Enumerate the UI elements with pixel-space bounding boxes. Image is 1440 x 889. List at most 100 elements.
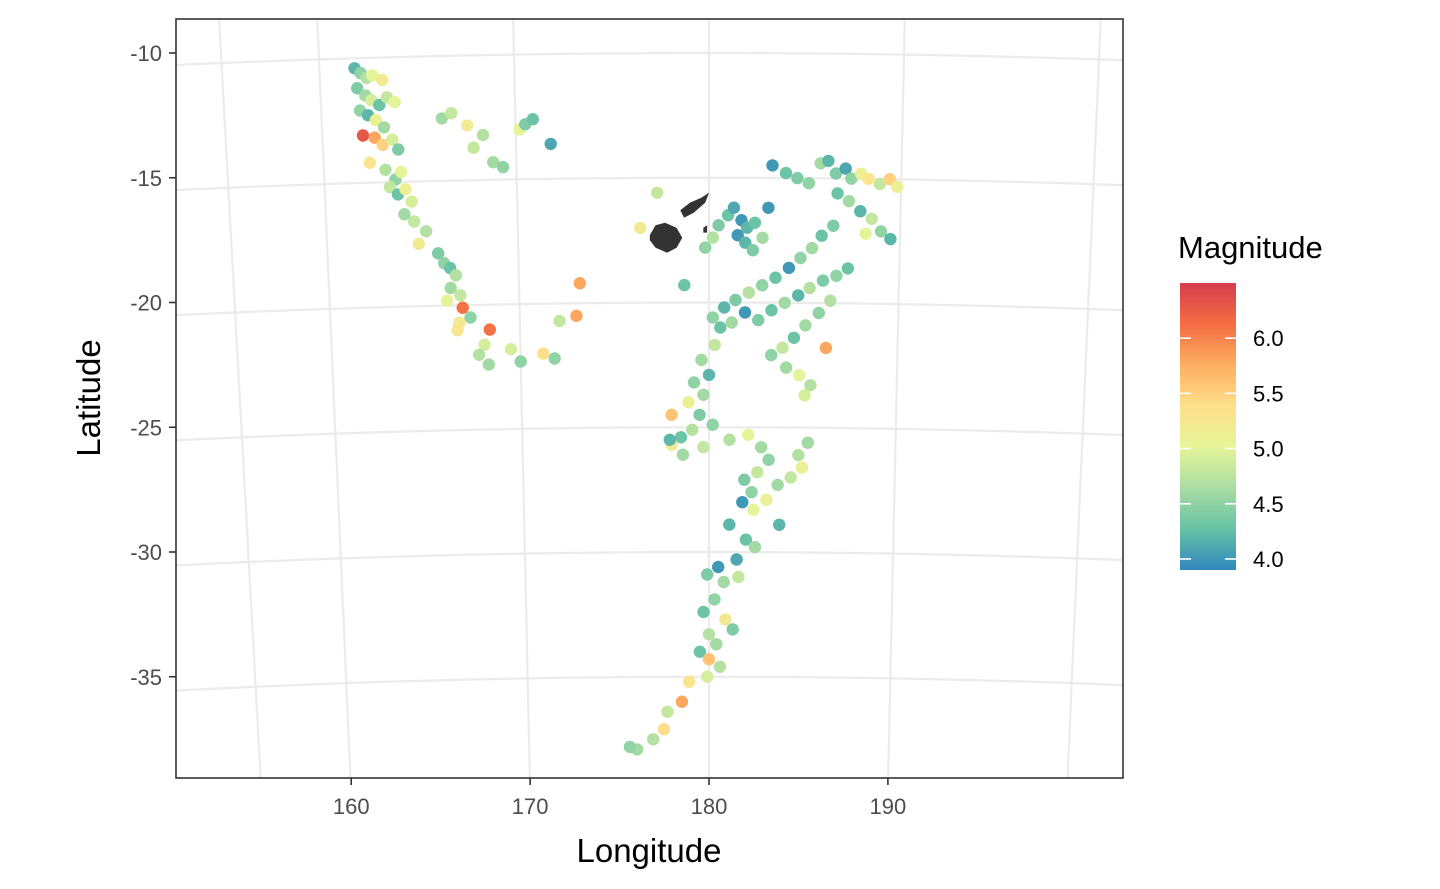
data-point <box>748 216 762 229</box>
legend-title: Magnitude <box>1178 230 1323 265</box>
data-point <box>573 277 586 290</box>
data-point <box>873 177 887 191</box>
data-point <box>702 628 716 641</box>
data-point <box>368 131 381 144</box>
data-point <box>812 306 825 320</box>
data-point <box>712 219 725 232</box>
data-point <box>697 605 710 619</box>
data-point <box>731 229 744 242</box>
data-point <box>678 278 691 292</box>
data-point <box>386 133 399 146</box>
data-point <box>884 232 897 246</box>
data-point <box>762 201 775 214</box>
data-point <box>738 306 752 319</box>
data-point <box>726 623 739 636</box>
data-point <box>794 251 807 265</box>
data-point <box>676 448 690 461</box>
data-point <box>441 294 454 307</box>
data-point <box>827 219 840 232</box>
data-point <box>755 441 768 454</box>
data-point <box>476 128 490 142</box>
data-point <box>467 141 480 154</box>
y-tick-label: -35 <box>130 665 162 690</box>
data-point <box>702 368 716 382</box>
data-point <box>702 653 716 666</box>
data-point <box>769 271 782 284</box>
data-point <box>756 231 769 244</box>
data-point <box>686 423 699 436</box>
data-point <box>548 352 561 365</box>
data-point <box>742 428 755 441</box>
x-tick-label: 190 <box>870 794 907 819</box>
data-point <box>706 231 719 244</box>
graticule-parallel <box>176 51 1123 67</box>
data-point <box>697 441 710 454</box>
data-point <box>717 575 730 589</box>
data-point <box>859 227 872 240</box>
x-tick-label: 160 <box>333 794 370 819</box>
data-point <box>373 98 386 112</box>
y-tick-label: -25 <box>130 415 162 440</box>
data-point <box>841 262 855 275</box>
data-point <box>456 301 469 314</box>
graticule-parallel <box>176 550 1123 567</box>
data-point <box>725 316 738 329</box>
data-point <box>351 82 364 95</box>
data-point <box>526 113 539 126</box>
graticule-parallel <box>176 426 1123 442</box>
legend-label: 6.0 <box>1253 326 1284 351</box>
data-point <box>831 187 844 200</box>
legend-label: 4.5 <box>1253 492 1284 517</box>
data-point <box>782 261 796 275</box>
data-point <box>379 163 392 176</box>
data-point <box>719 613 732 626</box>
data-point <box>819 341 833 355</box>
data-point <box>891 180 904 193</box>
data-point <box>712 560 725 574</box>
data-point <box>784 471 797 484</box>
data-point <box>805 241 819 255</box>
legend-label: 5.5 <box>1253 381 1284 406</box>
data-point <box>765 348 778 362</box>
data-point <box>377 121 391 134</box>
data-point <box>363 156 376 169</box>
data-point <box>815 229 828 242</box>
data-point <box>862 172 875 186</box>
data-point <box>874 225 888 238</box>
data-point <box>816 274 830 287</box>
data-point <box>445 107 458 120</box>
graticule-meridian <box>887 19 906 778</box>
data-point <box>408 215 421 228</box>
data-point <box>822 154 835 168</box>
data-point <box>472 348 486 361</box>
graticule-meridian <box>1066 19 1102 778</box>
data-point <box>544 137 557 151</box>
data-point <box>829 167 843 180</box>
data-point <box>419 225 433 238</box>
data-point <box>747 503 760 516</box>
data-point <box>647 733 660 746</box>
legend: Magnitude 4.0 4.5 5.0 5.5 6.0 <box>1178 230 1323 572</box>
data-point <box>776 341 789 354</box>
data-point <box>675 695 689 708</box>
data-points <box>348 62 904 756</box>
x-tick-label: 170 <box>512 794 549 819</box>
data-point <box>792 289 805 302</box>
data-point <box>405 195 418 208</box>
data-point <box>718 301 731 314</box>
y-axis: -10 -15 -20 -25 -30 -35 <box>130 41 176 690</box>
data-point <box>651 186 664 199</box>
data-point <box>792 448 805 462</box>
graticule-meridian <box>218 19 262 778</box>
x-axis-title: Longitude <box>577 832 722 869</box>
data-point <box>751 466 764 479</box>
data-point <box>824 294 837 307</box>
data-point <box>369 113 383 127</box>
data-point <box>723 518 736 531</box>
data-point <box>842 194 856 208</box>
data-point <box>482 358 495 371</box>
data-point <box>854 205 867 218</box>
data-point <box>504 343 518 356</box>
data-point <box>791 171 804 185</box>
